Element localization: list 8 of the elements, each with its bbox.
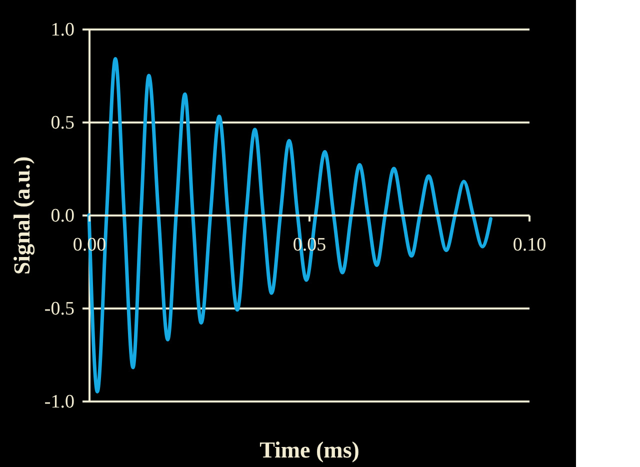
x-tick-label: 0.10 [512,234,546,256]
y-tick-label: 0.0 [50,206,74,226]
y-tick-label: -0.5 [44,298,74,320]
y-axis-title: Signal (a.u.) [9,156,36,275]
y-tick-label: -1.0 [44,392,74,412]
y-tick-label: 1.0 [50,20,74,40]
y-tick-label: 0.5 [50,112,74,134]
x-axis-title: Time (ms) [260,438,360,462]
